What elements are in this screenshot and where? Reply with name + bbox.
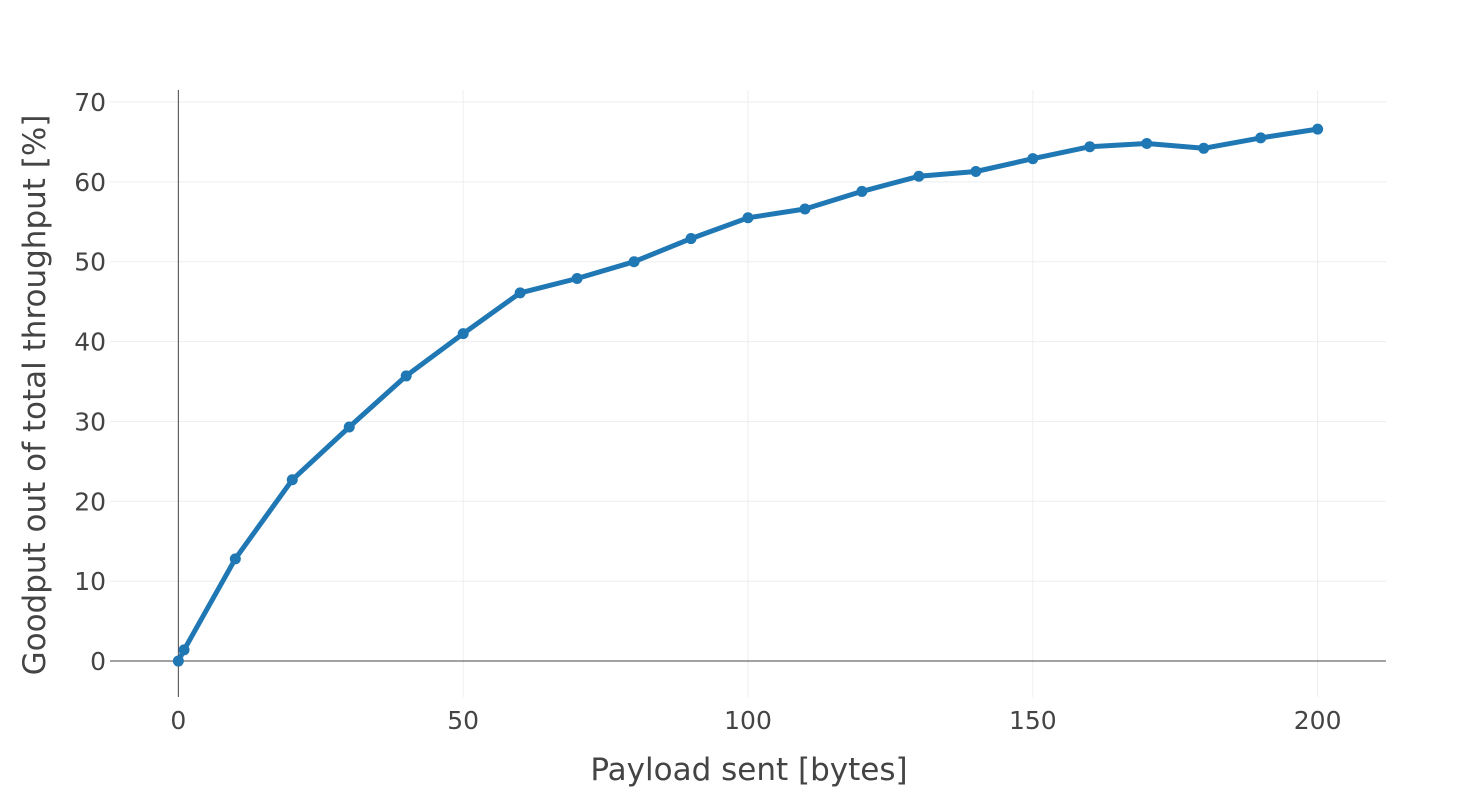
x-tick-label: 100 xyxy=(724,706,772,735)
tick-labels: 0 10 20 30 40 50 60 70 0 50 100 150 200 xyxy=(74,88,1341,735)
data-point xyxy=(970,165,982,177)
x-tick-label: 0 xyxy=(170,706,186,735)
y-axis-title: Goodput out of total throughput [%] xyxy=(17,115,53,676)
grid xyxy=(110,90,1386,697)
y-tick-label: 20 xyxy=(74,487,106,516)
y-tick-label: 60 xyxy=(74,168,106,197)
data-point xyxy=(1198,142,1210,154)
data-point xyxy=(229,553,241,565)
data-point xyxy=(856,185,868,197)
y-tick-label: 50 xyxy=(74,248,106,277)
data-point xyxy=(1255,132,1267,144)
series-line xyxy=(175,126,1321,664)
x-tick-label: 150 xyxy=(1009,706,1057,735)
data-point xyxy=(1027,153,1039,165)
data-point xyxy=(400,370,412,382)
data-point xyxy=(799,203,811,215)
y-tick-label: 40 xyxy=(74,328,106,357)
x-axis-title: Payload sent [bytes] xyxy=(590,752,907,788)
data-point xyxy=(178,644,190,656)
data-point xyxy=(286,474,298,486)
y-tick-label: 10 xyxy=(74,567,106,596)
data-point xyxy=(913,170,925,182)
y-tick-label: 0 xyxy=(90,647,106,676)
data-point xyxy=(457,328,469,340)
axes xyxy=(110,90,1386,697)
data-point xyxy=(628,256,640,268)
y-tick-label: 30 xyxy=(74,407,106,436)
data-point xyxy=(742,212,754,224)
data-point xyxy=(1084,141,1096,153)
data-point xyxy=(1312,123,1324,135)
x-tick-label: 50 xyxy=(447,706,479,735)
x-tick-label: 200 xyxy=(1294,706,1342,735)
data-point xyxy=(172,655,184,667)
data-point xyxy=(1141,138,1153,150)
data-point xyxy=(343,421,355,433)
y-tick-label: 70 xyxy=(74,88,106,117)
data-point xyxy=(571,272,583,284)
data-point xyxy=(685,233,697,245)
series-layer xyxy=(172,123,1324,667)
data-point xyxy=(514,287,526,299)
